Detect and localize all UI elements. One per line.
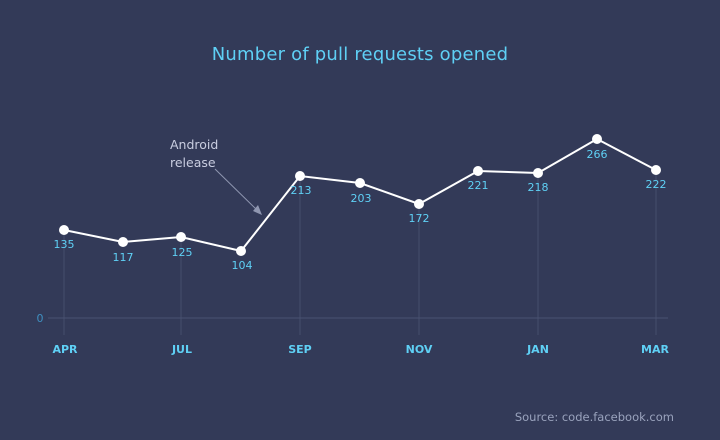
x-tick-jan: JAN [526,343,549,356]
value-label: 266 [587,148,608,161]
chart-title: Number of pull requests opened [211,44,509,65]
value-label: 104 [232,259,253,272]
arrow-head-icon [253,205,262,215]
vertical-gridlines [63,170,657,335]
value-label: 203 [351,192,372,205]
value-label: 221 [468,179,489,192]
value-label: 125 [172,246,193,259]
value-label: 172 [409,212,430,225]
value-label: 135 [54,238,75,251]
data-point [533,168,543,178]
data-point [59,225,69,235]
annotation-arrow-line [214,168,258,211]
data-point [414,199,424,209]
value-label: 218 [528,181,549,194]
data-point [118,237,128,247]
x-tick-apr: APR [52,343,78,356]
x-tick-nov: NOV [406,343,433,356]
data-point [592,134,602,144]
x-tick-jul: JUL [171,343,192,356]
data-point [236,246,246,256]
data-point [473,166,483,176]
annotation-text-line1: Android [170,137,218,152]
source-credit: Source: code.facebook.com [514,410,674,424]
data-point [176,232,186,242]
annotation-text-line2: release [170,155,216,170]
data-point [295,171,305,181]
x-tick-sep: SEP [288,343,312,356]
data-point [651,165,661,175]
data-point [355,178,365,188]
value-label: 222 [646,178,667,191]
x-tick-mar: MAR [641,343,669,356]
data-points [59,134,661,256]
annotation-android-release: Android release [170,137,262,215]
value-label: 213 [291,184,312,197]
value-label: 117 [113,251,134,264]
y-axis-zero-label: 0 [37,312,44,325]
